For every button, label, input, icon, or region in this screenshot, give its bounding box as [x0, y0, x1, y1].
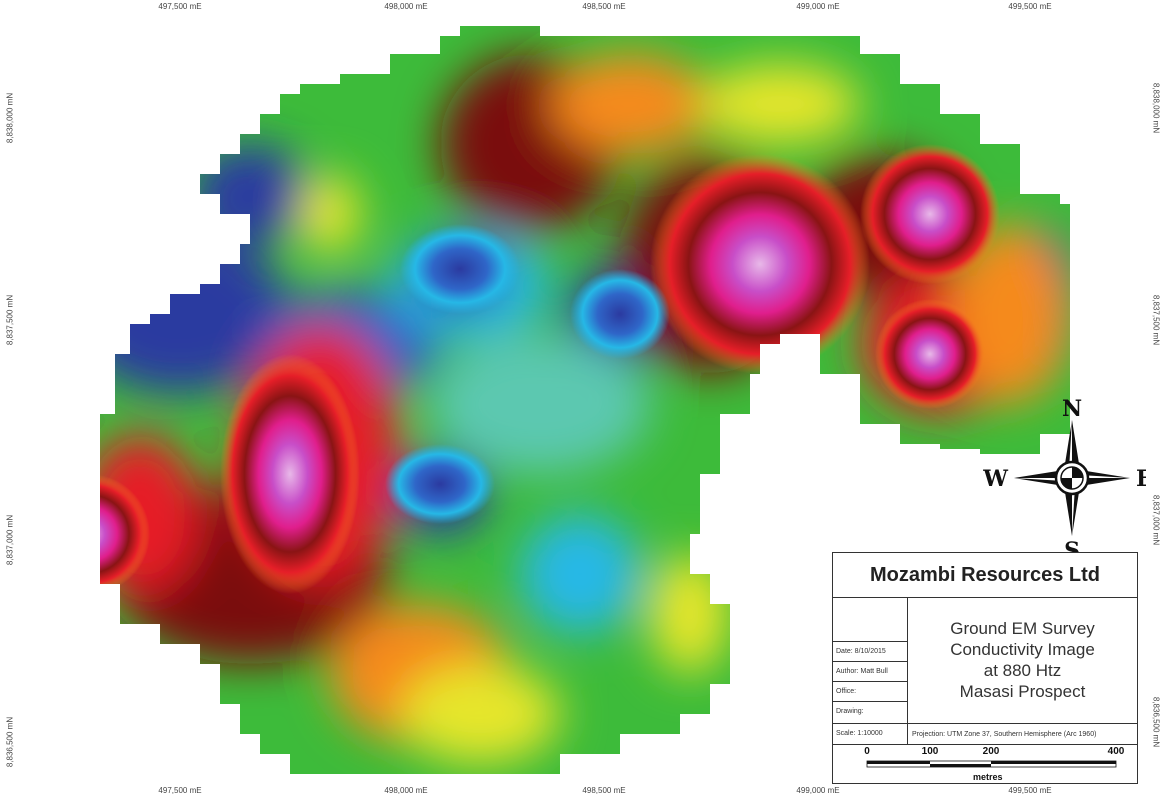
anomaly-southwest	[100, 474, 150, 594]
scale-label: 200	[982, 746, 1000, 757]
northing-label: 8,836,500 mN	[5, 716, 15, 768]
title-line: Conductivity Image	[950, 640, 1095, 659]
easting-label: 499,000 mE	[796, 786, 840, 795]
northing-label: 8,838,000 mN	[5, 92, 15, 144]
title-block: Mozambi Resources Ltd Date: 8/10/2015 Au…	[832, 552, 1138, 784]
northing-label: 8,837,000 mN	[1151, 494, 1161, 546]
scale-bar: 0 100 200 400 metres	[833, 744, 1137, 784]
company-name: Mozambi Resources Ltd	[833, 553, 1137, 598]
office-field: Office:	[833, 681, 907, 701]
northing-label: 8,838,000 mN	[1151, 82, 1161, 134]
low-south	[385, 444, 495, 524]
scale-label: 0	[864, 746, 870, 757]
date-field: Date: 8/10/2015	[833, 641, 907, 661]
northing-label: 8,837,000 mN	[5, 514, 15, 566]
scale-field: Scale: 1:10000	[833, 723, 907, 743]
scale-label: 400	[1107, 746, 1125, 757]
easting-label: 498,500 mE	[582, 786, 626, 795]
author-field: Author: Matt Bull	[833, 661, 907, 681]
easting-label: 499,500 mE	[1008, 786, 1052, 795]
northing-label: 8,837,500 mN	[5, 294, 15, 346]
map-title: Ground EM Survey Conductivity Image at 8…	[908, 597, 1137, 723]
low-central	[400, 224, 520, 314]
projection-field: Projection: UTM Zone 37, Southern Hemisp…	[908, 723, 1137, 744]
anomaly-central	[650, 154, 870, 374]
compass-w-label: W	[982, 466, 1008, 492]
easting-label: 499,000 mE	[796, 2, 840, 11]
easting-label: 499,500 mE	[1008, 2, 1052, 11]
easting-label: 497,500 mE	[158, 786, 202, 795]
drawing-field: Drawing:	[833, 701, 907, 721]
title-line: Ground EM Survey	[950, 619, 1095, 638]
low-east	[570, 269, 670, 359]
anomaly-east	[875, 299, 985, 409]
northing-label: 8,837,500 mN	[1151, 294, 1161, 346]
anomaly-northeast	[860, 144, 1000, 284]
easting-label: 498,500 mE	[582, 2, 626, 11]
scale-label: 100	[921, 746, 939, 757]
easting-label: 498,000 mE	[384, 2, 428, 11]
metadata-column: Date: 8/10/2015 Author: Matt Bull Office…	[833, 597, 908, 745]
north-arrow: N S W E	[982, 396, 1146, 564]
easting-label: 498,000 mE	[384, 786, 428, 795]
northing-label: 8,836,500 mN	[1151, 696, 1161, 748]
compass-n-label: N	[1062, 396, 1082, 422]
scale-unit: metres	[973, 772, 1003, 782]
easting-label: 497,500 mE	[158, 2, 202, 11]
anomaly-west	[220, 354, 360, 594]
title-line: Masasi Prospect	[959, 682, 1086, 701]
scale-bar-graphic	[866, 760, 1117, 768]
compass-e-label: E	[1136, 466, 1146, 492]
title-line: at 880 Htz	[983, 661, 1062, 680]
